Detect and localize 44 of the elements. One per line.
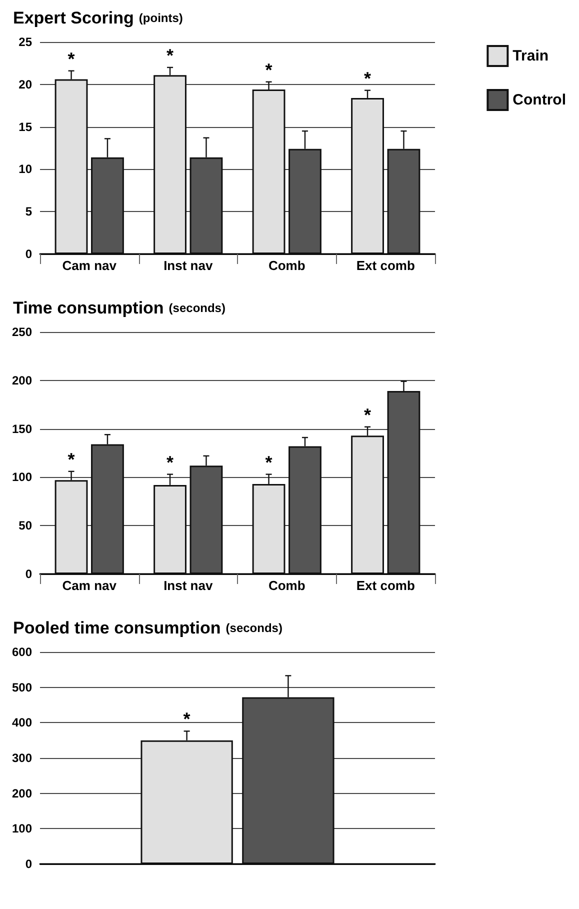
annotation: * bbox=[183, 709, 190, 730]
y-tick-label: 600 bbox=[12, 645, 32, 659]
y-tick-label: 300 bbox=[12, 751, 32, 765]
chart-subtitle: (seconds) bbox=[226, 621, 282, 635]
legend-label: Train bbox=[512, 48, 549, 64]
y-tick-label: 0 bbox=[25, 857, 32, 871]
x-tick-label: Inst nav bbox=[164, 258, 214, 273]
chart-subtitle: (points) bbox=[138, 11, 183, 25]
chart-subtitle: (seconds) bbox=[168, 301, 226, 315]
y-tick-label: 15 bbox=[18, 120, 32, 134]
y-tick-label: 50 bbox=[18, 518, 32, 533]
annotation: * bbox=[166, 45, 174, 66]
y-tick-label: 250 bbox=[12, 325, 32, 339]
y-tick-label: 150 bbox=[12, 422, 32, 436]
annotation: * bbox=[265, 60, 272, 80]
y-tick-label: 200 bbox=[12, 373, 32, 388]
legend-label: Control bbox=[512, 92, 566, 108]
annotation: * bbox=[68, 48, 75, 69]
y-tick-label: 25 bbox=[18, 35, 32, 49]
x-tick-label: Cam nav bbox=[62, 578, 118, 593]
chart-title: Pooled time consumption bbox=[13, 618, 221, 638]
x-tick-label: Comb bbox=[268, 258, 306, 273]
annotation: * bbox=[166, 452, 174, 472]
annotation: * bbox=[68, 449, 75, 470]
y-tick-label: 20 bbox=[18, 77, 32, 92]
y-tick-label: 0 bbox=[25, 247, 32, 261]
y-tick-label: 100 bbox=[12, 470, 32, 484]
x-tick-label: Inst nav bbox=[164, 578, 214, 593]
x-tick-label: Ext comb bbox=[356, 258, 415, 273]
chart-title: Time consumption bbox=[13, 298, 164, 318]
annotation: * bbox=[265, 452, 272, 472]
y-tick-label: 500 bbox=[12, 680, 32, 694]
annotation: * bbox=[364, 68, 372, 88]
y-tick-label: 10 bbox=[18, 162, 32, 176]
y-tick-label: 5 bbox=[25, 204, 32, 219]
x-tick-label: Ext comb bbox=[356, 578, 415, 593]
chart-title: Expert Scoring bbox=[13, 8, 134, 28]
y-tick-label: 0 bbox=[25, 567, 32, 581]
y-tick-label: 400 bbox=[12, 716, 32, 730]
x-tick-label: Comb bbox=[268, 578, 306, 593]
annotation: * bbox=[364, 404, 372, 425]
x-tick-label: Cam nav bbox=[62, 258, 118, 273]
y-tick-label: 100 bbox=[12, 822, 32, 836]
y-tick-label: 200 bbox=[12, 786, 32, 800]
